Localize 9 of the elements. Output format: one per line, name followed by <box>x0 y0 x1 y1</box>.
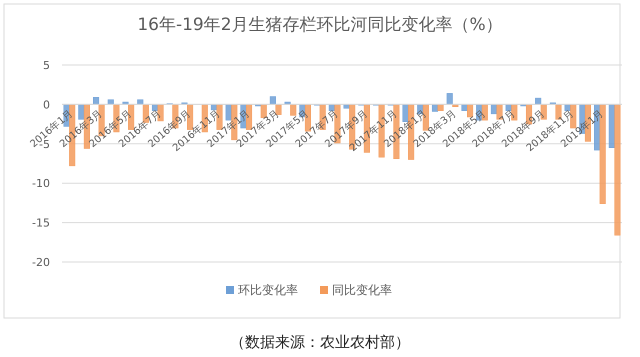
y-tick-label: 0 <box>43 98 50 112</box>
y-tick-label: -20 <box>32 256 50 269</box>
legend-label: 同比变化率 <box>332 283 392 297</box>
text: （数据来源：农业农村部） <box>230 333 410 351</box>
y-tick-label: 5 <box>43 59 50 72</box>
y-tick-label: -15 <box>32 216 50 230</box>
y-tick-label: -10 <box>32 177 50 190</box>
legend-label: 环比变化率 <box>238 283 298 297</box>
chart-title: 16年-19年2月生猪存栏环比河同比变化率（%） <box>137 15 503 35</box>
